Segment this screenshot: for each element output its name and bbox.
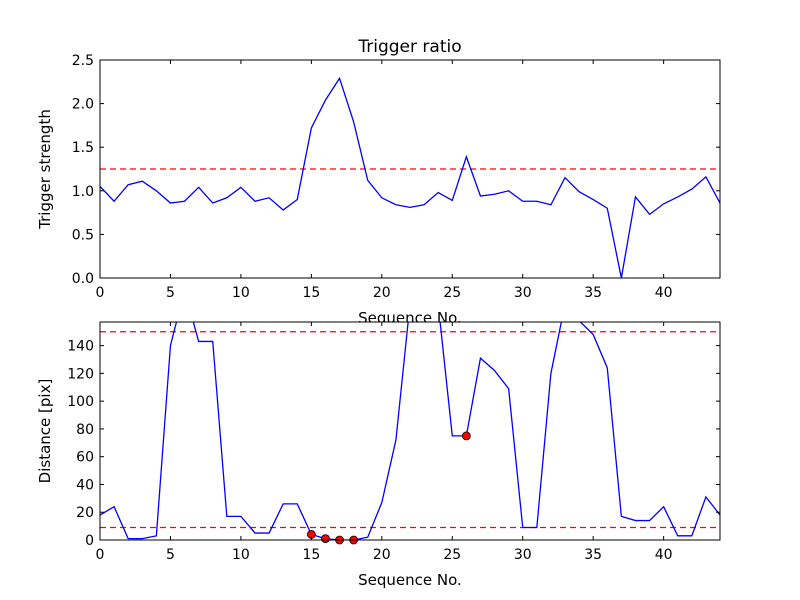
x-tick-label: 10 bbox=[232, 547, 250, 563]
y-tick-label: 140 bbox=[67, 339, 94, 355]
x-tick-label: 25 bbox=[443, 547, 461, 563]
y-tick-label: 2.0 bbox=[72, 97, 94, 113]
y-tick-label: 2.5 bbox=[72, 53, 94, 69]
x-tick-label: 35 bbox=[584, 547, 602, 563]
y-tick-label: 0.5 bbox=[72, 227, 94, 243]
y-tick-label: 1.5 bbox=[72, 140, 94, 156]
y-tick-label: 1.0 bbox=[72, 184, 94, 200]
x-tick-label: 25 bbox=[443, 285, 461, 301]
y-axis-label: Distance [pix] bbox=[36, 379, 54, 484]
highlight-marker bbox=[461, 431, 471, 441]
axes-frame bbox=[99, 321, 721, 541]
x-tick-label: 5 bbox=[166, 285, 175, 301]
y-tick-label: 20 bbox=[76, 505, 94, 521]
y-tick-label: 40 bbox=[76, 477, 94, 493]
x-tick-label: 15 bbox=[302, 285, 320, 301]
x-tick-label: 30 bbox=[514, 547, 532, 563]
x-tick-label: 0 bbox=[96, 547, 105, 563]
x-tick-label: 15 bbox=[302, 547, 320, 563]
y-tick-label: 120 bbox=[67, 366, 94, 382]
y-tick-label: 100 bbox=[67, 394, 94, 410]
y-tick-label: 60 bbox=[76, 450, 94, 466]
x-tick-label: 10 bbox=[232, 285, 250, 301]
y-axis-label: Trigger strength bbox=[36, 109, 54, 230]
y-tick-label: 0 bbox=[85, 533, 94, 549]
x-tick-label: 40 bbox=[655, 285, 673, 301]
x-tick-label: 0 bbox=[96, 285, 105, 301]
x-tick-label: 30 bbox=[514, 285, 532, 301]
distance-chart: 0 5 10 15 20 25 30 35 40 0 20 40 60 80 100 120 140 Sequen… bbox=[36, 321, 721, 589]
x-tick-label: 5 bbox=[166, 547, 175, 563]
plot-layer bbox=[100, 322, 720, 540]
x-tick-label: 40 bbox=[655, 547, 673, 563]
series-line bbox=[100, 76, 720, 278]
x-tick-label: 20 bbox=[373, 547, 391, 563]
axes-frame bbox=[99, 59, 721, 279]
y-tick-label: 0.0 bbox=[72, 271, 94, 287]
x-tick-label: 20 bbox=[373, 285, 391, 301]
x-tick-label: 35 bbox=[584, 285, 602, 301]
series-line bbox=[100, 322, 720, 540]
plot-area bbox=[100, 322, 720, 540]
x-axis-label: Sequence No. bbox=[358, 571, 462, 589]
trigger-ratio-chart: 0 5 10 15 20 25 30 35 40 0.0 0.5 1.0 1.5 2.0 2.5 Trigge… bbox=[36, 37, 721, 327]
y-tick-label: 80 bbox=[76, 422, 94, 438]
chart-title: Trigger ratio bbox=[357, 37, 461, 57]
plot-layer bbox=[100, 76, 720, 278]
highlight-marker bbox=[321, 534, 330, 544]
